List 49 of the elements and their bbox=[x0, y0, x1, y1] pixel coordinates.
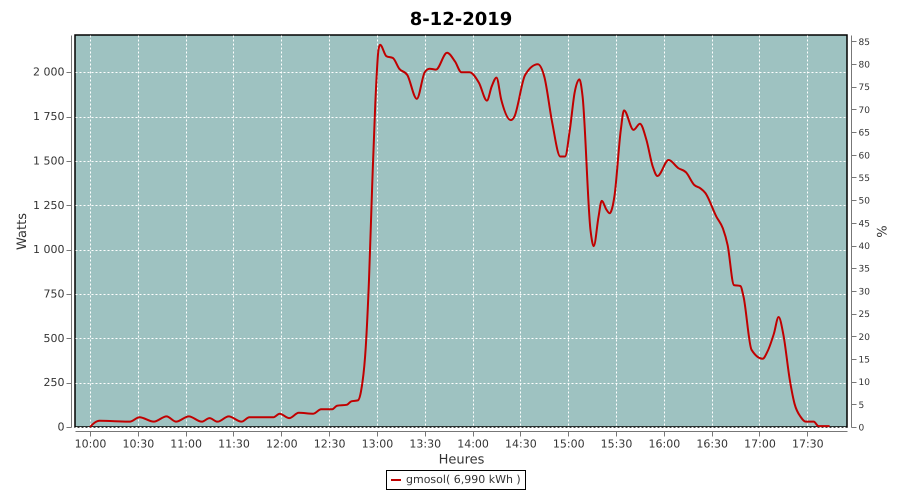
y2-tick-label: 65 bbox=[858, 128, 870, 139]
y2-tick-label: 85 bbox=[858, 38, 870, 48]
y2-tick-label: 45 bbox=[858, 219, 870, 230]
y2-tick-label: 15 bbox=[858, 355, 870, 366]
y2-tick-label: 30 bbox=[858, 287, 870, 298]
x-tick-label: 11:30 bbox=[218, 438, 250, 450]
x-tick-label: 12:30 bbox=[314, 438, 346, 450]
x-tick-label: 12:00 bbox=[266, 438, 298, 450]
x-tick-label: 15:30 bbox=[600, 438, 632, 450]
y2-tick-label: 70 bbox=[858, 106, 870, 116]
y-tick-label: 750 bbox=[44, 287, 64, 300]
y2-tick-label: 60 bbox=[858, 151, 870, 162]
y2-tick-label: 20 bbox=[858, 332, 870, 343]
y2-tick-label: 25 bbox=[858, 310, 870, 320]
y-tick-label: 1 250 bbox=[33, 198, 64, 212]
y2-tick-label: 75 bbox=[858, 83, 870, 94]
x-tick-label: 10:30 bbox=[122, 438, 154, 450]
y2-tick-label: 10 bbox=[858, 378, 870, 388]
x-tick-label: 14:00 bbox=[457, 438, 489, 450]
y-tick-label: 2 000 bbox=[33, 66, 64, 79]
y2-tick-label: 35 bbox=[858, 264, 870, 275]
x-tick-label: 17:00 bbox=[744, 438, 776, 450]
x-tick-label: 13:30 bbox=[409, 438, 442, 450]
y-tick-label: 500 bbox=[44, 332, 64, 345]
y-tick-label: 1 750 bbox=[33, 110, 64, 124]
y-tick-label: 1 500 bbox=[33, 154, 64, 168]
y-tick-label: 250 bbox=[44, 376, 64, 390]
y2-tick-label: 0 bbox=[858, 424, 864, 434]
y-tick-label: 1 000 bbox=[33, 243, 64, 256]
x-tick-label: 16:30 bbox=[696, 438, 728, 450]
x-tick-label: 13:00 bbox=[362, 438, 394, 450]
y-tick-label: 0 bbox=[58, 420, 64, 434]
x-tick-label: 10:00 bbox=[74, 438, 106, 450]
x-tick-label: 15:00 bbox=[552, 438, 585, 450]
x-axis-title: Heures bbox=[438, 452, 485, 468]
y2-tick-label: 55 bbox=[858, 174, 870, 184]
x-tick-label: 16:00 bbox=[648, 438, 680, 450]
line-series bbox=[89, 44, 831, 428]
x-tick-label: 14:30 bbox=[505, 438, 537, 450]
legend-label: gmosol( 6,990 kWh ) bbox=[406, 473, 521, 486]
y2-tick-label: 5 bbox=[858, 400, 864, 411]
x-tick-label: 11:00 bbox=[170, 438, 202, 450]
y2-tick-label: 50 bbox=[858, 196, 870, 207]
y2-axis-title: % bbox=[872, 225, 888, 238]
x-tick-label: 17:30 bbox=[792, 438, 824, 450]
y-axis-title: Watts bbox=[15, 212, 30, 250]
chart-title: 8-12-2019 bbox=[410, 9, 512, 30]
y2-tick-label: 40 bbox=[858, 242, 870, 252]
y2-tick-label: 80 bbox=[858, 60, 870, 71]
